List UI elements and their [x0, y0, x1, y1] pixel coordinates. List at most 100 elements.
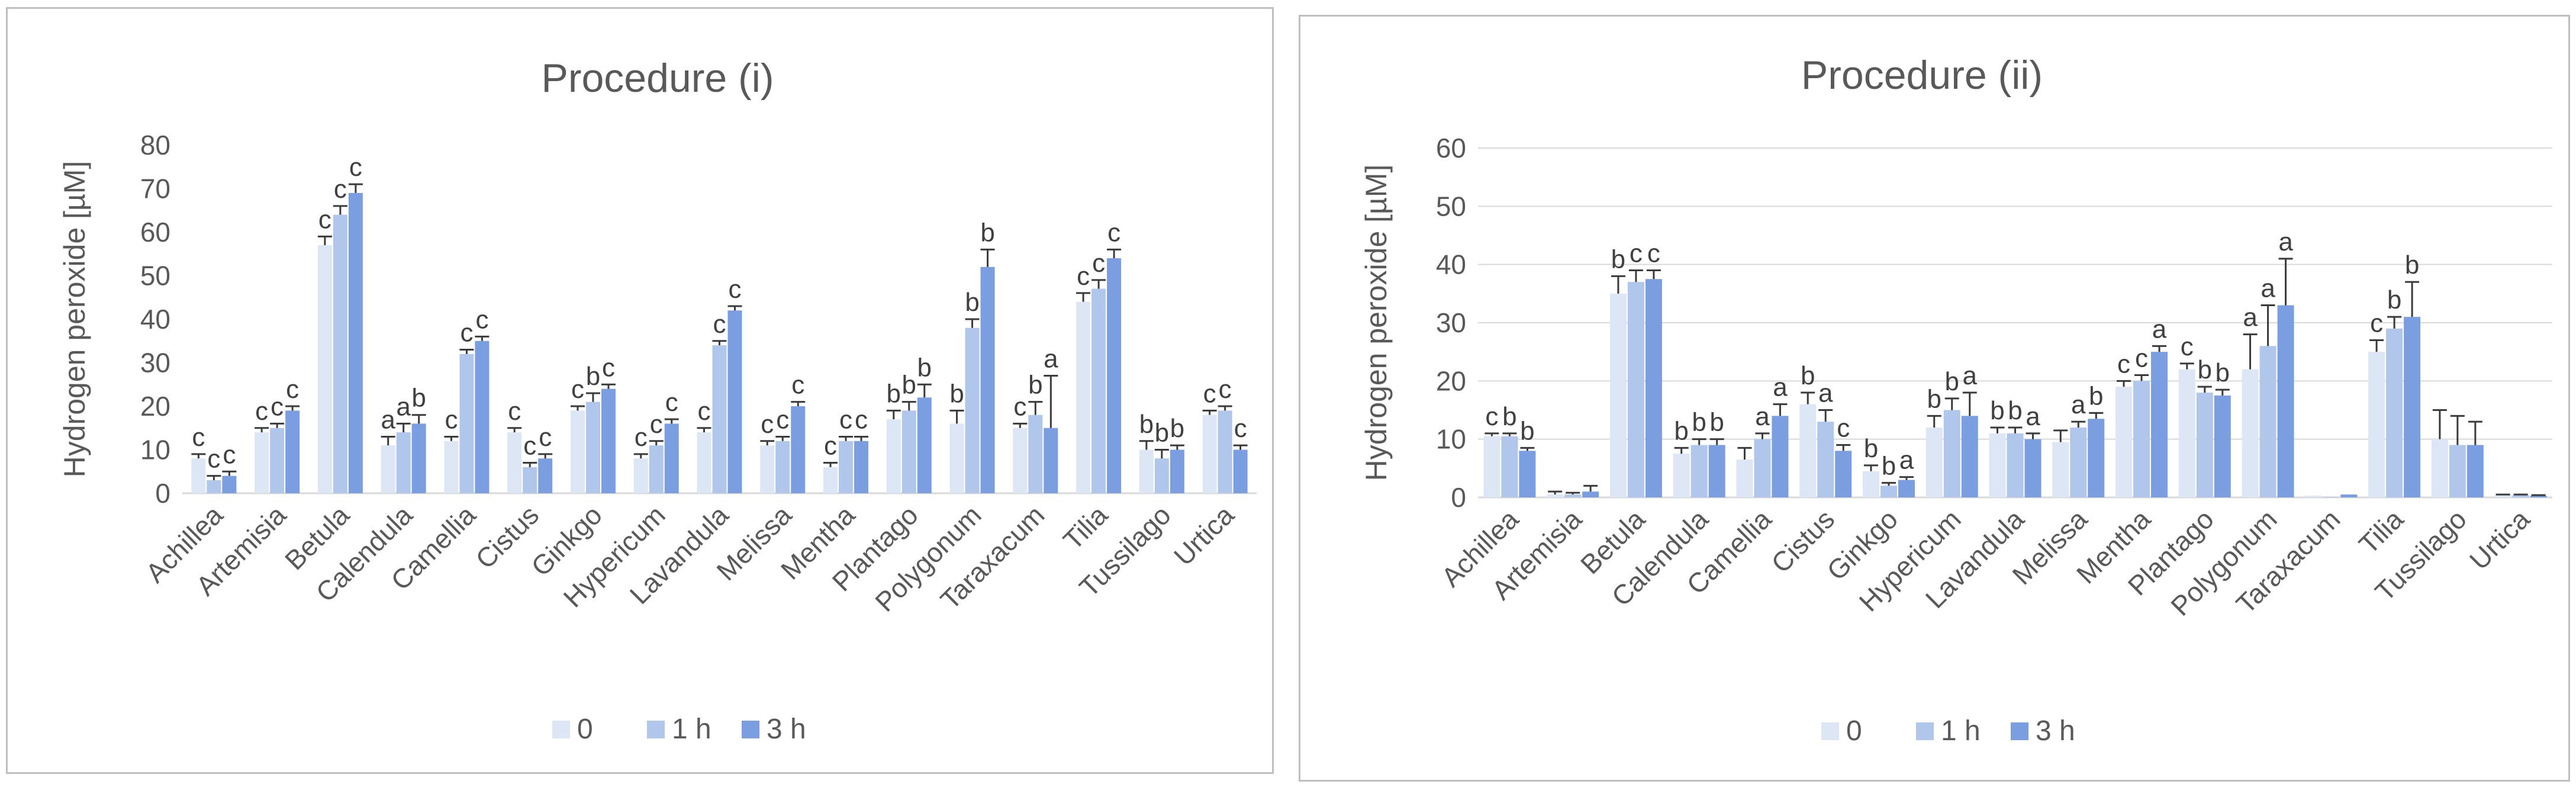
bar [1139, 449, 1154, 493]
bar [255, 432, 269, 493]
significance-letter: b [1944, 367, 1959, 396]
bar [1170, 449, 1184, 493]
bar [2088, 419, 2105, 497]
significance-letter: c [349, 153, 362, 182]
bar [2449, 445, 2466, 497]
bar [1690, 445, 1708, 497]
chart-procedure-ii: Procedure (ii) 0 10 20 30 40 50 60 Hydrogen pero… [1360, 53, 2552, 747]
significance-letter: c [207, 445, 220, 474]
bar [2466, 445, 2484, 497]
bar [475, 340, 490, 493]
y-tick-label: 40 [1436, 249, 1466, 280]
significance-letter: c [665, 388, 678, 417]
significance-letter: b [1674, 416, 1688, 445]
legend-label: 1 h [1941, 715, 1981, 747]
significance-letter: a [2071, 390, 2086, 419]
y-tick-label: 30 [1436, 307, 1466, 338]
significance-letter: b [411, 384, 426, 413]
significance-letter: a [2278, 227, 2293, 256]
bar [1835, 451, 1852, 497]
significance-letter: c [1485, 402, 1498, 431]
bar [727, 310, 742, 493]
bar [222, 475, 237, 493]
y-axis-label: Hydrogen peroxide [µM] [58, 161, 91, 478]
legend-label: 1 h [672, 714, 711, 745]
legend-label: 0 [577, 714, 593, 745]
significance-letter: c [1647, 239, 1660, 268]
significance-letter: c [271, 392, 284, 421]
bar [664, 423, 679, 493]
significance-letter: c [571, 375, 584, 404]
y-tick-label: 0 [1451, 482, 1466, 513]
bar [2494, 495, 2511, 497]
bar [1091, 288, 1106, 493]
bar [2431, 439, 2448, 497]
significance-letter: c [698, 397, 711, 426]
significance-letter: a [381, 405, 395, 434]
significance-letter: b [2008, 396, 2022, 425]
bar [1736, 460, 1753, 497]
bar [396, 432, 411, 493]
significance-letter: c [2370, 309, 2383, 338]
bar [459, 354, 474, 493]
bar [2340, 494, 2358, 497]
significance-letter: c [650, 410, 663, 439]
y-tick-label: 20 [140, 391, 170, 422]
bar [2242, 369, 2259, 497]
chart-title: Procedure (i) [541, 56, 774, 101]
significance-letter: c [791, 371, 804, 400]
significance-letter: c [508, 397, 521, 426]
bar [2530, 496, 2547, 497]
significance-letter: b [2387, 285, 2401, 314]
y-tick-label: 50 [1436, 191, 1466, 221]
bar [1076, 301, 1091, 493]
bar [1898, 480, 1915, 497]
legend-swatch [1821, 722, 1839, 740]
significance-letter: c [523, 432, 536, 461]
y-tick-label: 60 [140, 217, 170, 248]
significance-letter: a [2261, 274, 2275, 303]
bar [2196, 393, 2213, 497]
legend-swatch [742, 721, 759, 738]
bar [649, 445, 664, 493]
significance-letter: b [902, 371, 916, 400]
bar [523, 467, 537, 493]
y-tick-label: 30 [140, 348, 170, 378]
bar [1483, 436, 1500, 497]
y-axis-label: Hydrogen peroxide [µM] [1360, 165, 1393, 481]
bar [775, 441, 790, 493]
significance-letter: a [1962, 361, 1977, 390]
bar [317, 245, 332, 493]
bar [1202, 415, 1217, 493]
significance-letter: c [1234, 414, 1247, 443]
y-tick-label: 20 [1436, 365, 1466, 396]
significance-letter: a [1755, 402, 1770, 431]
bar [965, 327, 980, 493]
significance-letter: c [475, 305, 488, 334]
bar [2277, 305, 2294, 497]
significance-letter: c [2135, 344, 2148, 373]
significance-letter: b [917, 353, 932, 382]
significance-letter: b [1611, 245, 1625, 274]
bar [444, 441, 459, 493]
bar [1925, 428, 1943, 497]
y-tick-label: 10 [140, 435, 170, 465]
bar [1107, 258, 1122, 493]
bar [285, 410, 300, 493]
significance-letter: c [824, 432, 837, 461]
significance-letter: b [1882, 451, 1896, 480]
significance-letter: b [980, 218, 994, 247]
significance-letter: c [713, 310, 726, 339]
significance-letter: c [635, 423, 648, 452]
significance-letter: b [1502, 402, 1516, 431]
bar [1501, 436, 1518, 497]
chart-title: Procedure (ii) [1801, 53, 2043, 98]
significance-letter: c [1219, 375, 1232, 404]
bar [381, 445, 395, 493]
bar [570, 410, 585, 493]
significance-letter: c [1077, 262, 1090, 291]
bar [1772, 416, 1789, 497]
bar [1708, 445, 1725, 497]
significance-letter: c [192, 423, 205, 452]
bar [191, 458, 206, 493]
